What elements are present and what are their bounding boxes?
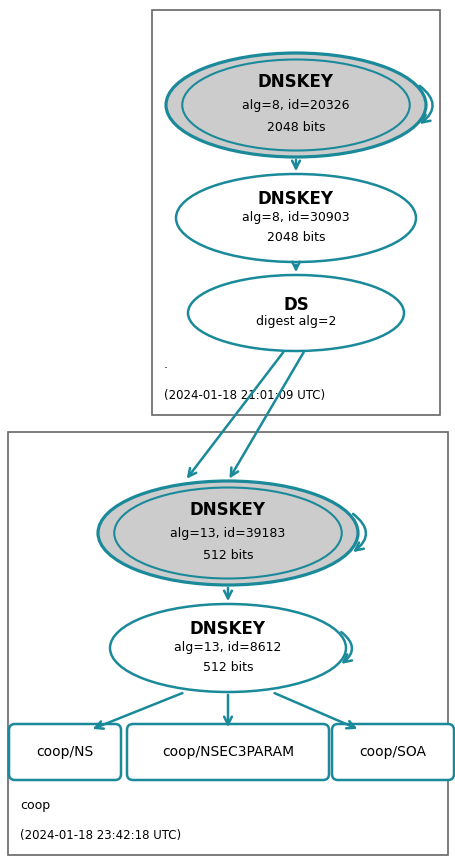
Text: alg=8, id=30903: alg=8, id=30903 (242, 212, 349, 225)
Ellipse shape (166, 53, 425, 157)
Text: coop/NS: coop/NS (36, 745, 93, 759)
Text: digest alg=2: digest alg=2 (255, 315, 335, 328)
Text: coop/SOA: coop/SOA (359, 745, 425, 759)
Text: 512 bits: 512 bits (202, 549, 253, 562)
Text: DNSKEY: DNSKEY (190, 619, 265, 638)
Text: alg=13, id=39183: alg=13, id=39183 (170, 527, 285, 540)
Bar (8, 432, 447, 855)
FancyBboxPatch shape (127, 724, 328, 780)
FancyBboxPatch shape (9, 724, 121, 780)
Bar (152, 10, 439, 415)
FancyArrowPatch shape (419, 86, 432, 123)
Ellipse shape (110, 604, 345, 692)
Text: 2048 bits: 2048 bits (266, 121, 324, 134)
Ellipse shape (98, 481, 357, 585)
Text: coop/NSEC3PARAM: coop/NSEC3PARAM (162, 745, 293, 759)
Text: alg=13, id=8612: alg=13, id=8612 (174, 642, 281, 655)
Text: DS: DS (283, 296, 308, 314)
Text: DNSKEY: DNSKEY (258, 74, 333, 91)
Text: (2024-01-18 21:01:09 UTC): (2024-01-18 21:01:09 UTC) (164, 388, 324, 401)
Text: .: . (164, 358, 167, 371)
Text: (2024-01-18 23:42:18 UTC): (2024-01-18 23:42:18 UTC) (20, 829, 181, 842)
Ellipse shape (187, 275, 403, 351)
Ellipse shape (114, 488, 341, 579)
Ellipse shape (176, 174, 415, 262)
Text: DNSKEY: DNSKEY (258, 189, 333, 208)
Text: 2048 bits: 2048 bits (266, 231, 324, 244)
Ellipse shape (182, 60, 409, 151)
Text: DNSKEY: DNSKEY (190, 501, 265, 519)
FancyArrowPatch shape (340, 632, 351, 663)
Text: 512 bits: 512 bits (202, 661, 253, 674)
FancyBboxPatch shape (331, 724, 453, 780)
Text: coop: coop (20, 798, 50, 811)
Text: alg=8, id=20326: alg=8, id=20326 (242, 99, 349, 112)
FancyArrowPatch shape (352, 514, 365, 550)
